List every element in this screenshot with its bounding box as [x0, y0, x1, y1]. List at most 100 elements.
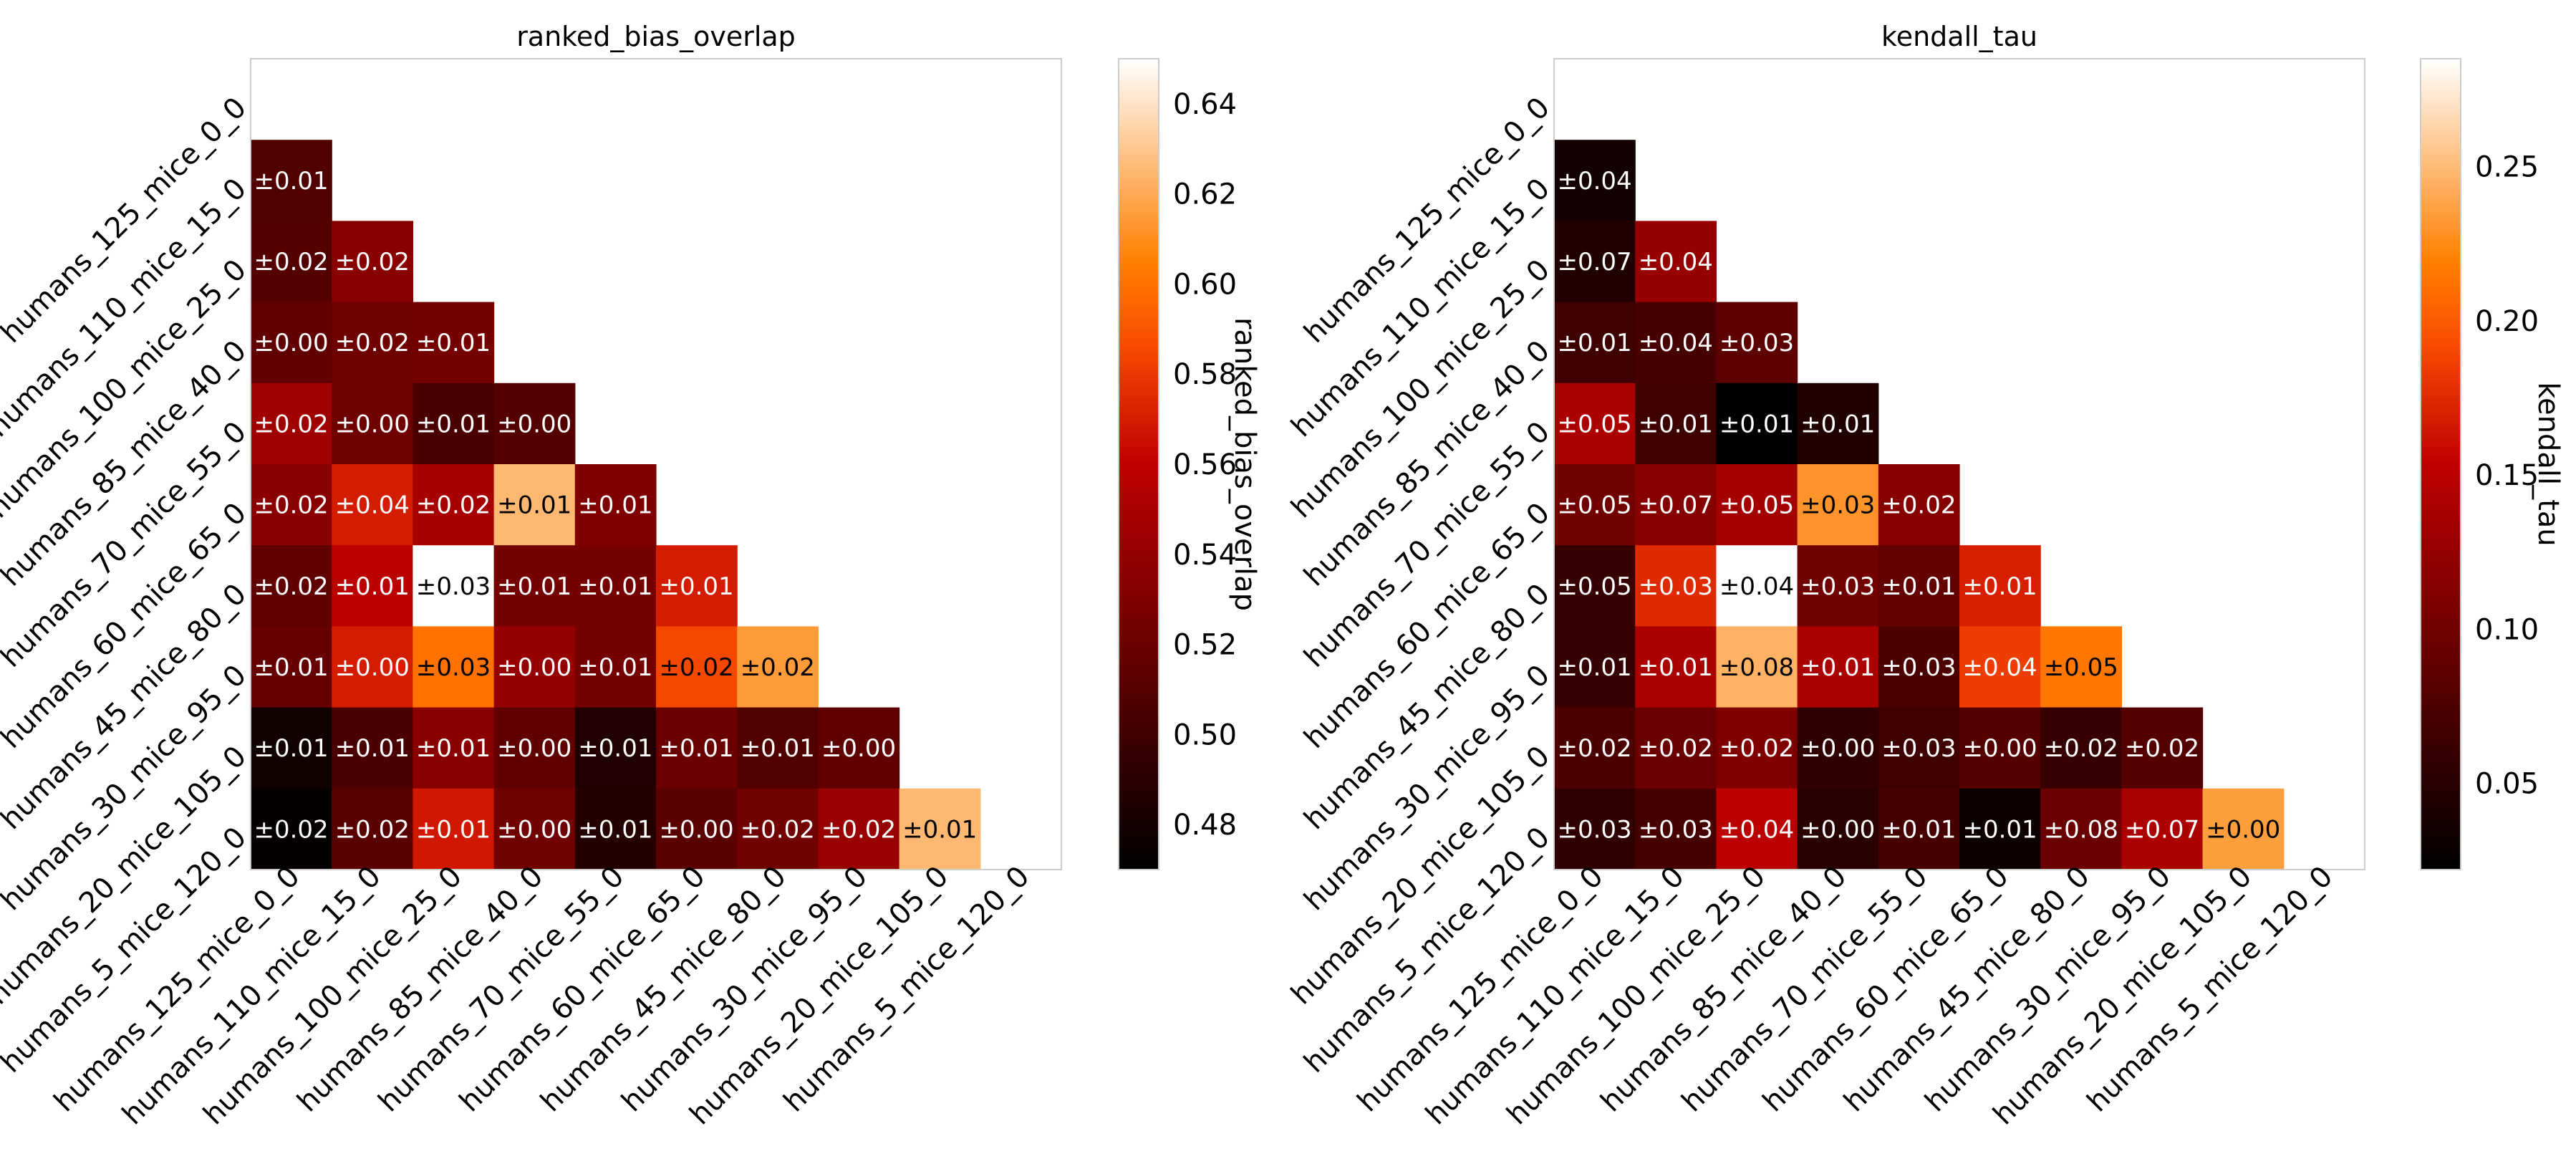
heatmap-cell	[818, 707, 900, 789]
cell-annotation: ±0.03	[416, 572, 491, 601]
heatmap-cell	[332, 221, 413, 303]
heatmap-cell	[737, 626, 819, 708]
heatmap-cell	[332, 302, 413, 384]
heatmap-cell	[332, 788, 413, 870]
cell-annotation: ±0.01	[578, 815, 652, 844]
colorbar-label: kendall_tau	[2532, 382, 2565, 546]
colorbar-tick-label: 0.05	[2475, 767, 2539, 800]
cell-annotation: ±0.00	[821, 734, 896, 763]
cell-annotation: ±0.01	[578, 653, 652, 682]
cell-annotation: ±0.01	[741, 734, 815, 763]
heatmap-panel-kendall-tau: kendall_tau±0.04±0.07 ±0.04±0.01 ±0.04 ±0.0…	[1285, 21, 2565, 1131]
heatmap-cell	[413, 707, 495, 789]
heatmap-cell	[413, 302, 495, 384]
cell-annotation: ±0.02	[254, 572, 328, 601]
cell-annotation: ±0.01	[659, 734, 733, 763]
cell-annotation: ±0.02	[254, 410, 328, 438]
cell-annotation: ±0.04	[1639, 329, 1713, 357]
heatmap-cell	[332, 707, 413, 789]
heatmap-cell	[1878, 626, 1960, 708]
heatmap-cell	[1716, 707, 1798, 789]
cell-annotation: ±0.03	[1881, 734, 1956, 763]
heatmap-cell	[899, 788, 981, 870]
heatmap-cell	[1554, 545, 1636, 627]
cell-annotation: ±0.05	[1557, 572, 1631, 601]
cell-annotation: ±0.00	[497, 734, 571, 763]
cell-annotation: ±0.00	[1800, 815, 1875, 844]
cell-annotation: ±0.02	[335, 815, 410, 844]
heatmap-cell	[1635, 626, 1717, 708]
cell-annotation: ±0.02	[2125, 734, 2199, 763]
colorbar-tick-label: 0.15	[2475, 459, 2539, 492]
cell-annotation: ±0.03	[416, 653, 491, 682]
heatmap-cell	[1797, 545, 1879, 627]
heatmap-cell	[1878, 545, 1960, 627]
heatmap-cell	[1959, 707, 2041, 789]
cell-annotation: ±0.01	[1639, 653, 1713, 682]
heatmap-cell	[1635, 302, 1717, 384]
heatmap-cell	[413, 383, 495, 465]
heatmap-cell	[574, 788, 657, 870]
cell-annotation: ±0.01	[659, 572, 733, 601]
cell-annotation: ±0.03	[1800, 572, 1875, 601]
cell-annotation: ±0.04	[1962, 653, 2037, 682]
heatmap-cell	[574, 626, 657, 708]
cell-annotation: ±0.02	[335, 329, 410, 357]
colorbar-tick-label: 0.56	[1173, 448, 1237, 481]
cell-annotation: ±0.01	[578, 491, 652, 520]
cell-annotation: ±0.02	[2044, 734, 2118, 763]
heatmap-cell	[1716, 626, 1798, 708]
heatmap-cell	[2040, 788, 2122, 870]
cell-annotation: ±0.01	[1881, 815, 1956, 844]
heatmap-cell	[1797, 626, 1879, 708]
heatmap-cell	[332, 545, 413, 627]
heatmap-cell	[251, 464, 332, 546]
heatmap-cell	[251, 221, 332, 303]
cell-annotation: ±0.01	[1962, 572, 2037, 601]
cell-annotation: ±0.02	[1881, 491, 1956, 520]
heatmap-cell	[1878, 707, 1960, 789]
cell-annotation: ±0.01	[416, 410, 491, 438]
heatmap-cells: ±0.01±0.02 ±0.02±0.00 ±0.02 ±0.01±0.02 ±0.00…	[251, 140, 981, 870]
axes-frame	[1553, 58, 2365, 870]
cell-annotation: ±0.07	[2125, 815, 2199, 844]
heatmap-cell	[1635, 707, 1717, 789]
colorbar-label: ranked_bias_overlap	[1228, 317, 1261, 611]
cell-annotation: ±0.04	[335, 491, 410, 520]
colorbar-tick-label: 0.48	[1173, 809, 1237, 842]
heatmap-cell	[493, 707, 576, 789]
cell-annotation: ±0.01	[1800, 653, 1875, 682]
cell-annotation: ±0.02	[821, 815, 896, 844]
cell-annotation: ±0.05	[1557, 491, 1631, 520]
cell-annotation: ±0.03	[1800, 491, 1875, 520]
heatmap-cell	[493, 626, 576, 708]
heatmap-cell	[818, 788, 900, 870]
heatmap-cell	[493, 383, 576, 465]
colorbar-tick-label: 0.54	[1173, 539, 1237, 572]
cell-annotation: ±0.02	[335, 248, 410, 276]
heatmap-cell	[737, 788, 819, 870]
heatmap-cell	[574, 464, 657, 546]
colorbar-tick-label: 0.60	[1173, 268, 1237, 301]
heatmap-cell	[2040, 626, 2122, 708]
heatmap-cell	[1635, 788, 1717, 870]
heatmap-cell	[1716, 545, 1798, 627]
heatmap-cell	[737, 707, 819, 789]
cell-annotation: ±0.03	[1881, 653, 1956, 682]
cell-annotation: ±0.00	[254, 329, 328, 357]
cell-annotation: ±0.02	[254, 248, 328, 276]
colorbar-frame	[1118, 58, 1159, 870]
heatmap-cell	[1716, 464, 1798, 546]
cell-annotation: ±0.01	[335, 734, 410, 763]
colorbar-frame	[2420, 58, 2461, 870]
cell-annotation: ±0.02	[416, 491, 491, 520]
heatmap-cell	[251, 707, 332, 789]
cell-annotation: ±0.00	[497, 815, 571, 844]
heatmap-cell	[1635, 545, 1717, 627]
cell-annotation: ±0.05	[2044, 653, 2118, 682]
heatmap-cell	[1878, 464, 1960, 546]
colorbar-tick-label: 0.25	[2475, 151, 2539, 184]
heatmap-cell	[1716, 302, 1798, 384]
heatmap-cell	[574, 545, 657, 627]
